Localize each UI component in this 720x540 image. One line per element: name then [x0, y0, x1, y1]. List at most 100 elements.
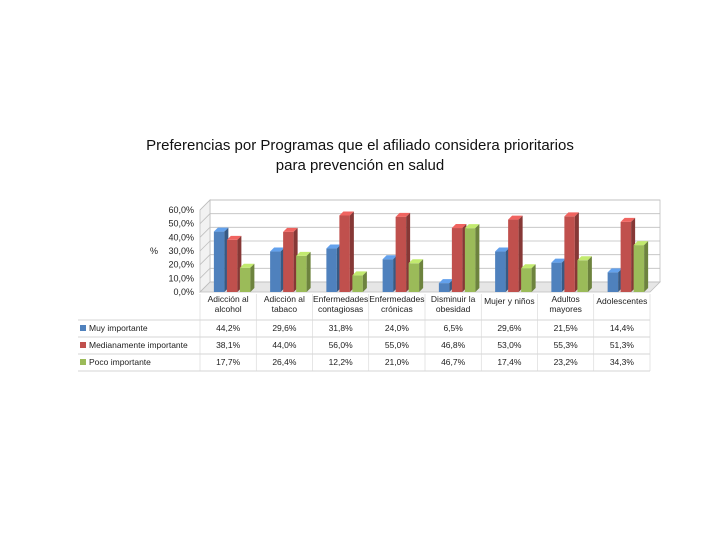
table-cell: 56,0%: [329, 340, 354, 350]
category-label: crónicas: [381, 304, 413, 314]
bar: [551, 262, 562, 292]
table-cell: 17,4%: [497, 357, 522, 367]
category-label: tabaco: [272, 304, 298, 314]
bar: [326, 248, 337, 292]
y-tick-label: 20,0%: [168, 260, 194, 270]
bar-side: [419, 259, 424, 292]
bar-side: [306, 251, 311, 292]
bar-top: [438, 279, 454, 284]
bar-side: [362, 271, 367, 292]
bar-top: [213, 227, 229, 232]
bar: [283, 231, 294, 292]
bar: [577, 260, 588, 292]
bar: [607, 272, 619, 292]
y-tick-label: 40,0%: [168, 232, 194, 242]
legend-key: [80, 342, 86, 348]
table-cell: 17,7%: [216, 357, 241, 367]
table-cell: 53,0%: [497, 340, 522, 350]
bar-top: [464, 224, 480, 229]
table-cell: 14,4%: [610, 323, 635, 333]
bar-top: [326, 244, 341, 249]
bar-top: [352, 271, 367, 276]
bar-side: [644, 241, 649, 292]
y-tick-label: 30,0%: [168, 246, 194, 256]
bar: [633, 245, 645, 292]
bar: [451, 228, 463, 292]
category-label: Adultos: [551, 294, 579, 304]
y-tick-label: 50,0%: [168, 219, 194, 229]
table-cell: 44,2%: [216, 323, 241, 333]
bar-top: [633, 241, 649, 246]
bar-top: [564, 212, 579, 217]
bar-side: [475, 224, 480, 292]
bar: [382, 259, 394, 292]
bar-side: [349, 211, 354, 292]
table-cell: 51,3%: [610, 340, 635, 350]
y-tick-label: 10,0%: [168, 273, 194, 283]
y-axis-label: %: [150, 246, 158, 256]
table-cell: 31,8%: [329, 323, 354, 333]
table-cell: 21,0%: [385, 357, 410, 367]
table-cell: 55,3%: [554, 340, 579, 350]
grid-layer: [199, 199, 661, 293]
category-label: alcohol: [215, 304, 242, 314]
bar: [226, 239, 238, 292]
bar: [508, 219, 519, 292]
table-cell: 29,6%: [272, 323, 297, 333]
bar-top: [226, 235, 242, 240]
table-cell: 34,3%: [610, 357, 635, 367]
legend-label: Muy importante: [89, 323, 148, 333]
category-label: Adicción al: [264, 294, 305, 304]
category-label: Adolescentes: [596, 296, 647, 306]
chart-title: Preferencias por Programas que el afilia…: [80, 136, 640, 176]
category-label: Disminuir la: [431, 294, 476, 304]
bar: [270, 251, 281, 292]
bar-side: [531, 264, 536, 292]
bar: [521, 268, 532, 292]
table-cell: 21,5%: [554, 323, 579, 333]
table-cell: 38,1%: [216, 340, 241, 350]
bar-top: [577, 256, 592, 261]
category-label: Adicción al: [208, 294, 249, 304]
category-label: mayores: [549, 304, 582, 314]
category-label: obesidad: [436, 304, 471, 314]
bar-top: [283, 227, 298, 232]
bar: [495, 251, 506, 292]
bar-top: [495, 247, 510, 252]
bar-top: [382, 255, 398, 260]
bar-layer: [213, 211, 649, 292]
bar: [438, 283, 450, 292]
bar-top: [408, 259, 424, 264]
bar-top: [395, 212, 411, 217]
bar-side: [587, 256, 592, 292]
bar-top: [339, 211, 354, 216]
legend-label: Poco importante: [89, 357, 151, 367]
bar-top: [508, 215, 523, 220]
bar: [620, 221, 632, 292]
bar-top: [270, 247, 285, 252]
bar-top: [239, 263, 255, 268]
bar: [213, 231, 225, 292]
axis-layer: 0,0% 10,0% 20,0% 30,0% 40,0% 50,0% 60,0%%: [150, 205, 194, 297]
table-cell: 12,2%: [329, 357, 354, 367]
table-cell: 24,0%: [385, 323, 410, 333]
gridline: [199, 199, 660, 211]
bar-top: [296, 251, 311, 256]
table-cell: 46,7%: [441, 357, 466, 367]
legend-key: [80, 359, 86, 365]
bar-top: [451, 224, 467, 229]
bar-top: [607, 268, 623, 273]
y-tick-label: 0,0%: [173, 287, 194, 297]
table-cell: 29,6%: [497, 323, 522, 333]
table-cell: 26,4%: [272, 357, 297, 367]
category-label: Mujer y niños: [484, 296, 535, 306]
bar: [339, 215, 350, 292]
legend-key: [80, 325, 86, 331]
bar: [296, 255, 307, 292]
bar: [464, 228, 476, 292]
category-label: Enfermedades: [313, 294, 368, 304]
y-tick-label: 60,0%: [168, 205, 194, 215]
gridline: [199, 213, 660, 224]
